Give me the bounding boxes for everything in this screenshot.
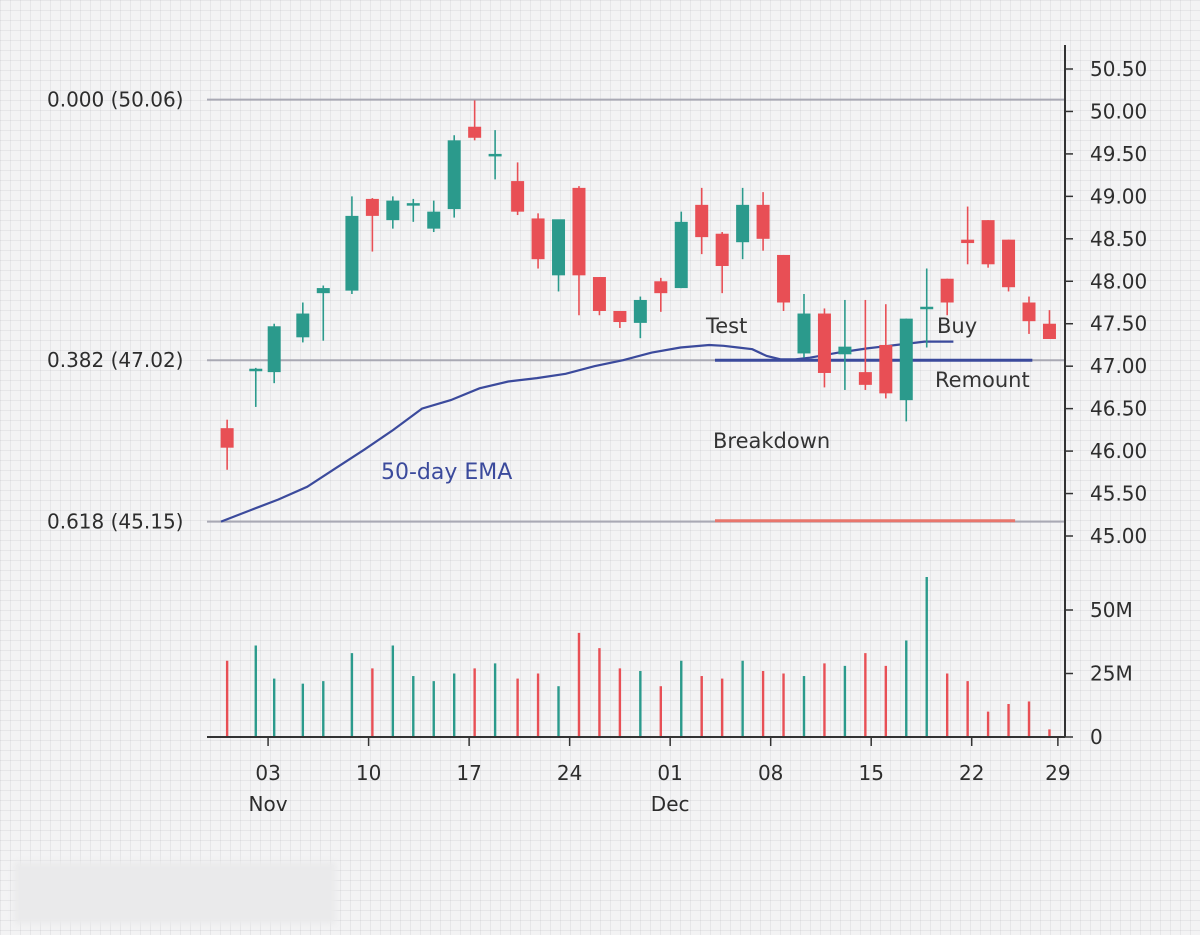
date-tick-label-5: 08 [758, 761, 783, 785]
date-ticks: 03 10 17 24 01 08 15 22 29 Nov Dec [249, 737, 1071, 816]
price-tick-label-0: 50.50 [1090, 57, 1147, 81]
candle-body-36 [981, 220, 995, 265]
candle-body-20 [654, 281, 668, 294]
candle-body-28 [817, 313, 831, 373]
candle-body-32 [899, 318, 913, 401]
volume-tick-label-2: 0 [1090, 725, 1103, 749]
fib-label-2: 0.618 (45.15) [47, 510, 183, 534]
annotation-breakdown: Breakdown [713, 429, 830, 453]
candle-body-6 [365, 198, 379, 216]
candle-body-39 [1042, 323, 1056, 340]
candle-body-16 [572, 187, 586, 276]
candle-body-4 [316, 288, 330, 294]
candle-body-24 [736, 204, 750, 243]
candlesticks [220, 100, 1056, 470]
candle-body-27 [797, 313, 811, 354]
price-tick-label-7: 47.00 [1090, 354, 1147, 378]
ema-label: 50-day EMA [381, 460, 512, 485]
annotation-buy: Buy [937, 314, 977, 338]
candle-body-0 [220, 428, 234, 448]
candle-body-2 [267, 326, 281, 373]
candle-body-15 [552, 219, 566, 276]
candle-body-11 [468, 126, 482, 138]
candle-body-31 [879, 344, 893, 394]
candle-body-38 [1022, 302, 1036, 322]
candle-body-3 [296, 313, 310, 338]
candle-body-8 [406, 203, 420, 206]
candle-body-9 [427, 211, 441, 229]
date-tick-label-1: 10 [356, 761, 381, 785]
annotation-test: Test [705, 314, 747, 338]
month-label-0: Nov [249, 792, 288, 816]
blurred-watermark [14, 862, 336, 924]
candle-body-7 [386, 200, 400, 221]
fib-label-1: 0.382 (47.02) [47, 348, 183, 372]
candle-body-21 [674, 221, 688, 289]
price-tick-label-10: 45.50 [1090, 482, 1147, 506]
candle-body-18 [613, 310, 627, 323]
candle-body-22 [695, 204, 709, 238]
candle-body-12 [488, 153, 502, 157]
candle-body-14 [531, 218, 545, 260]
date-tick-label-3: 24 [557, 761, 582, 785]
axes [207, 45, 1066, 738]
price-tick-label-2: 49.50 [1090, 142, 1147, 166]
annotation-remount: Remount [935, 368, 1030, 392]
candle-body-23 [715, 233, 729, 266]
volume-tick-label-1: 25M [1090, 662, 1133, 686]
candle-body-34 [940, 278, 954, 303]
support-lines [714, 358, 1033, 523]
price-tick-label-11: 45.00 [1090, 524, 1147, 548]
price-tick-label-1: 50.00 [1090, 99, 1147, 123]
volume-tick-label-0: 50M [1090, 598, 1133, 622]
date-tick-label-2: 17 [456, 761, 481, 785]
date-tick-label-8: 29 [1045, 761, 1070, 785]
date-tick-label-0: 03 [255, 761, 280, 785]
fib-label-0: 0.000 (50.06) [47, 88, 183, 112]
fibonacci-levels: 0.000 (50.06) 0.382 (47.02) 0.618 (45.15) [47, 88, 1065, 534]
candle-body-25 [756, 204, 770, 239]
price-tick-label-6: 47.50 [1090, 312, 1147, 336]
date-tick-label-4: 01 [657, 761, 682, 785]
candle-body-33 [920, 306, 934, 310]
price-tick-label-4: 48.50 [1090, 227, 1147, 251]
candle-body-5 [345, 215, 359, 291]
candle-body-17 [592, 277, 606, 311]
price-tick-label-9: 46.00 [1090, 439, 1147, 463]
candle-body-35 [961, 239, 975, 244]
candle-body-37 [1002, 239, 1016, 288]
price-ticks: 50.50 50.00 49.50 49.00 48.50 48.00 47.50 47.00… [1065, 57, 1147, 548]
price-tick-label-3: 49.00 [1090, 184, 1147, 208]
date-tick-label-7: 22 [959, 761, 984, 785]
volume-bars [225, 576, 1051, 737]
ema-line [220, 340, 954, 523]
date-tick-label-6: 15 [858, 761, 883, 785]
candle-body-30 [858, 372, 872, 385]
month-label-1: Dec [651, 792, 690, 816]
ema-layer [220, 340, 954, 523]
candle-body-29 [838, 346, 852, 355]
volume-ticks: 50M 25M 0 [1065, 598, 1133, 749]
price-tick-label-5: 48.00 [1090, 269, 1147, 293]
candle-body-13 [511, 181, 525, 212]
price-tick-label-8: 46.50 [1090, 397, 1147, 421]
candle-body-1 [249, 368, 263, 372]
candle-body-10 [447, 140, 461, 210]
candle-body-26 [777, 254, 791, 303]
candle-body-19 [633, 299, 647, 323]
